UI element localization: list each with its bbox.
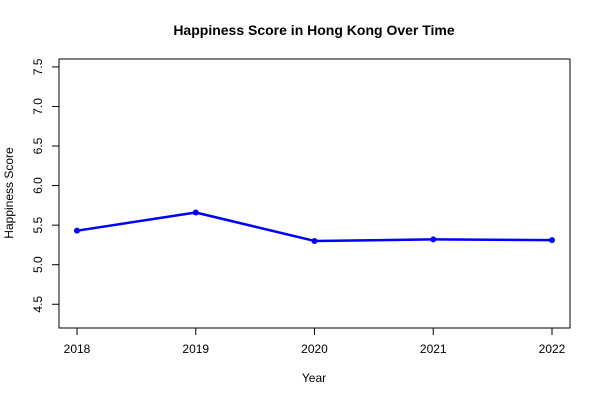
x-axis: 2018 2019 2020 2021 2022 [64,327,566,356]
data-point [311,237,318,244]
plot-frame [58,58,571,329]
data-point [549,237,555,244]
y-axis: 4.5 5.0 5.5 6.0 6.5 7.0 7.5 [31,58,60,313]
y-tick-label: 5.5 [31,216,45,233]
data-point [430,236,437,243]
x-tick-label: 2019 [182,342,209,356]
x-axis-label: Year [302,371,326,385]
data-point [192,209,199,216]
series-layer [74,209,555,244]
y-tick-label: 6.0 [31,177,45,194]
x-tick-label: 2022 [539,342,566,356]
x-tick-label: 2021 [420,342,447,356]
x-tick-label: 2020 [301,342,328,356]
y-tick-label: 5.0 [31,256,45,273]
x-tick-label: 2018 [64,342,91,356]
y-axis-label: Happiness Score [2,147,16,239]
y-tick-label: 7.0 [31,98,45,115]
chart-title: Happiness Score in Hong Kong Over Time [173,22,455,38]
y-tick-label: 7.5 [31,58,45,75]
series-line [76,211,553,243]
data-point [74,227,80,234]
y-tick-label: 6.5 [31,137,45,154]
y-tick-label: 4.5 [31,296,45,313]
